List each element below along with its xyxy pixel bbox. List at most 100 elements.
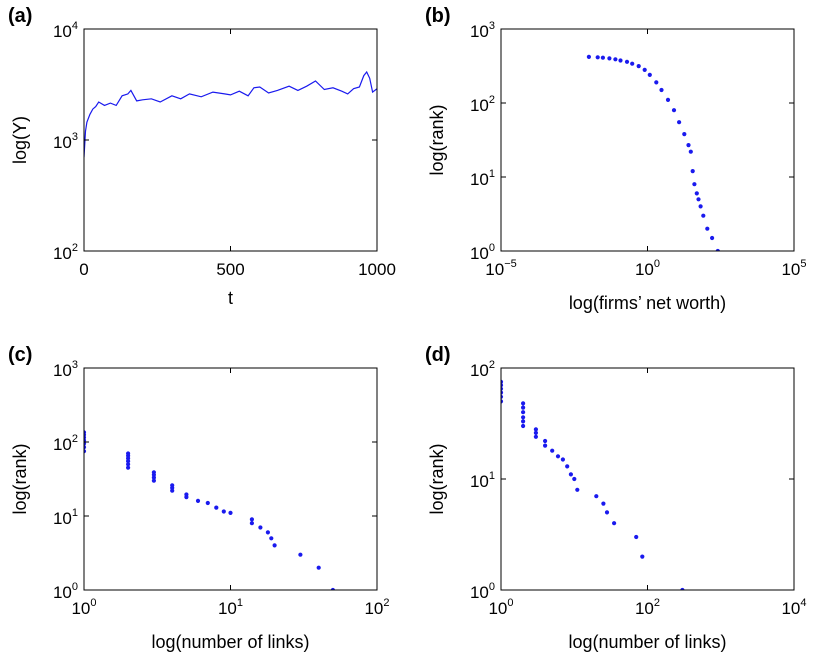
- data-point: [126, 462, 131, 467]
- y-tick-label: 100: [470, 242, 495, 263]
- y-axis-label: log(Y): [10, 116, 30, 164]
- y-tick-label: 100: [470, 581, 495, 602]
- data-point: [555, 454, 561, 459]
- data-point: [575, 487, 580, 492]
- data-point: [690, 169, 695, 174]
- data-point: [205, 500, 210, 506]
- x-tick-label: 100: [635, 258, 660, 279]
- plot-area: [84, 70, 377, 158]
- data-point: [600, 55, 606, 60]
- panel-label: (d): [425, 344, 451, 366]
- data-point: [715, 248, 720, 251]
- data-point: [84, 430, 87, 435]
- data-point: [249, 521, 254, 526]
- data-point: [258, 525, 263, 530]
- data-point: [543, 438, 548, 444]
- data-point: [195, 498, 201, 503]
- data-point: [84, 441, 87, 446]
- axes-frame: [83, 28, 378, 252]
- y-tick-label: 102: [53, 433, 78, 454]
- x-tick-label: 500: [216, 260, 244, 279]
- y-tick-label: 102: [53, 242, 78, 263]
- data-point: [640, 554, 645, 559]
- x-axis-label: t: [228, 288, 233, 308]
- data-point: [501, 394, 504, 399]
- data-point: [634, 534, 639, 540]
- y-tick-label: 100: [53, 581, 78, 602]
- data-point: [692, 182, 697, 187]
- data-point: [594, 494, 599, 499]
- y-axis-label: log(rank): [10, 443, 30, 514]
- data-point: [249, 517, 254, 522]
- axes-frame: [500, 367, 795, 591]
- data-point: [677, 120, 682, 125]
- data-point: [636, 64, 641, 69]
- data-point: [572, 476, 577, 482]
- data-point: [269, 536, 274, 541]
- y-tick-label: 101: [53, 507, 78, 528]
- data-point: [84, 449, 87, 454]
- x-tick-label: 10−5: [485, 258, 516, 279]
- data-point: [521, 410, 526, 415]
- data-point: [630, 61, 635, 66]
- data-point: [565, 464, 570, 469]
- data-point: [705, 226, 710, 231]
- data-point: [688, 149, 693, 154]
- data-point: [642, 67, 647, 72]
- x-tick-label: 0: [79, 260, 88, 279]
- data-point: [221, 509, 226, 514]
- data-point: [126, 451, 131, 456]
- data-point: [533, 427, 539, 432]
- data-point: [316, 565, 321, 570]
- data-point: [170, 483, 175, 488]
- data-point: [618, 58, 623, 63]
- data-point: [521, 405, 526, 410]
- panel-label: (b): [425, 5, 451, 27]
- series-line: [84, 70, 377, 158]
- data-point: [521, 415, 526, 420]
- data-point: [521, 423, 526, 429]
- y-axis-label: log(rank): [427, 104, 447, 175]
- data-point: [214, 505, 219, 510]
- data-point: [607, 56, 612, 61]
- x-tick-label: 102: [635, 597, 660, 618]
- plot-area: [586, 54, 720, 251]
- data-point: [501, 379, 504, 384]
- panel-c: (c) 100 101 102 100 101 103 102 log(number of li…: [8, 344, 390, 652]
- data-point: [501, 386, 504, 391]
- axes-frame: [500, 28, 795, 252]
- data-point: [84, 445, 87, 450]
- y-tick-label: 101: [470, 168, 495, 189]
- y-tick-label: 103: [53, 359, 78, 380]
- data-point: [586, 54, 592, 60]
- data-point: [501, 390, 504, 395]
- data-point: [521, 419, 526, 424]
- panel-a: (a) 0 500 1000 102 103 104 t log(Y): [8, 5, 396, 308]
- data-point: [533, 434, 539, 439]
- data-point: [298, 552, 303, 557]
- data-point: [624, 59, 630, 64]
- data-point: [543, 443, 548, 448]
- data-point: [550, 448, 555, 453]
- x-tick-label: 105: [781, 258, 806, 279]
- data-point: [613, 57, 618, 62]
- data-point: [612, 521, 617, 526]
- data-point: [533, 430, 539, 435]
- x-tick-label: 1000: [358, 260, 396, 279]
- data-point: [686, 143, 691, 148]
- data-point: [501, 399, 504, 404]
- data-point: [184, 492, 189, 497]
- data-point: [696, 197, 701, 202]
- data-point: [560, 457, 566, 462]
- y-tick-label: 103: [470, 20, 495, 41]
- data-point: [682, 132, 687, 137]
- data-point: [151, 470, 156, 475]
- data-point: [654, 80, 659, 85]
- data-point: [647, 72, 652, 77]
- y-tick-label: 104: [53, 20, 78, 41]
- data-point: [659, 87, 664, 93]
- axes-frame: [83, 367, 378, 591]
- x-axis-label: log(number of links): [568, 632, 726, 652]
- data-point: [228, 510, 233, 515]
